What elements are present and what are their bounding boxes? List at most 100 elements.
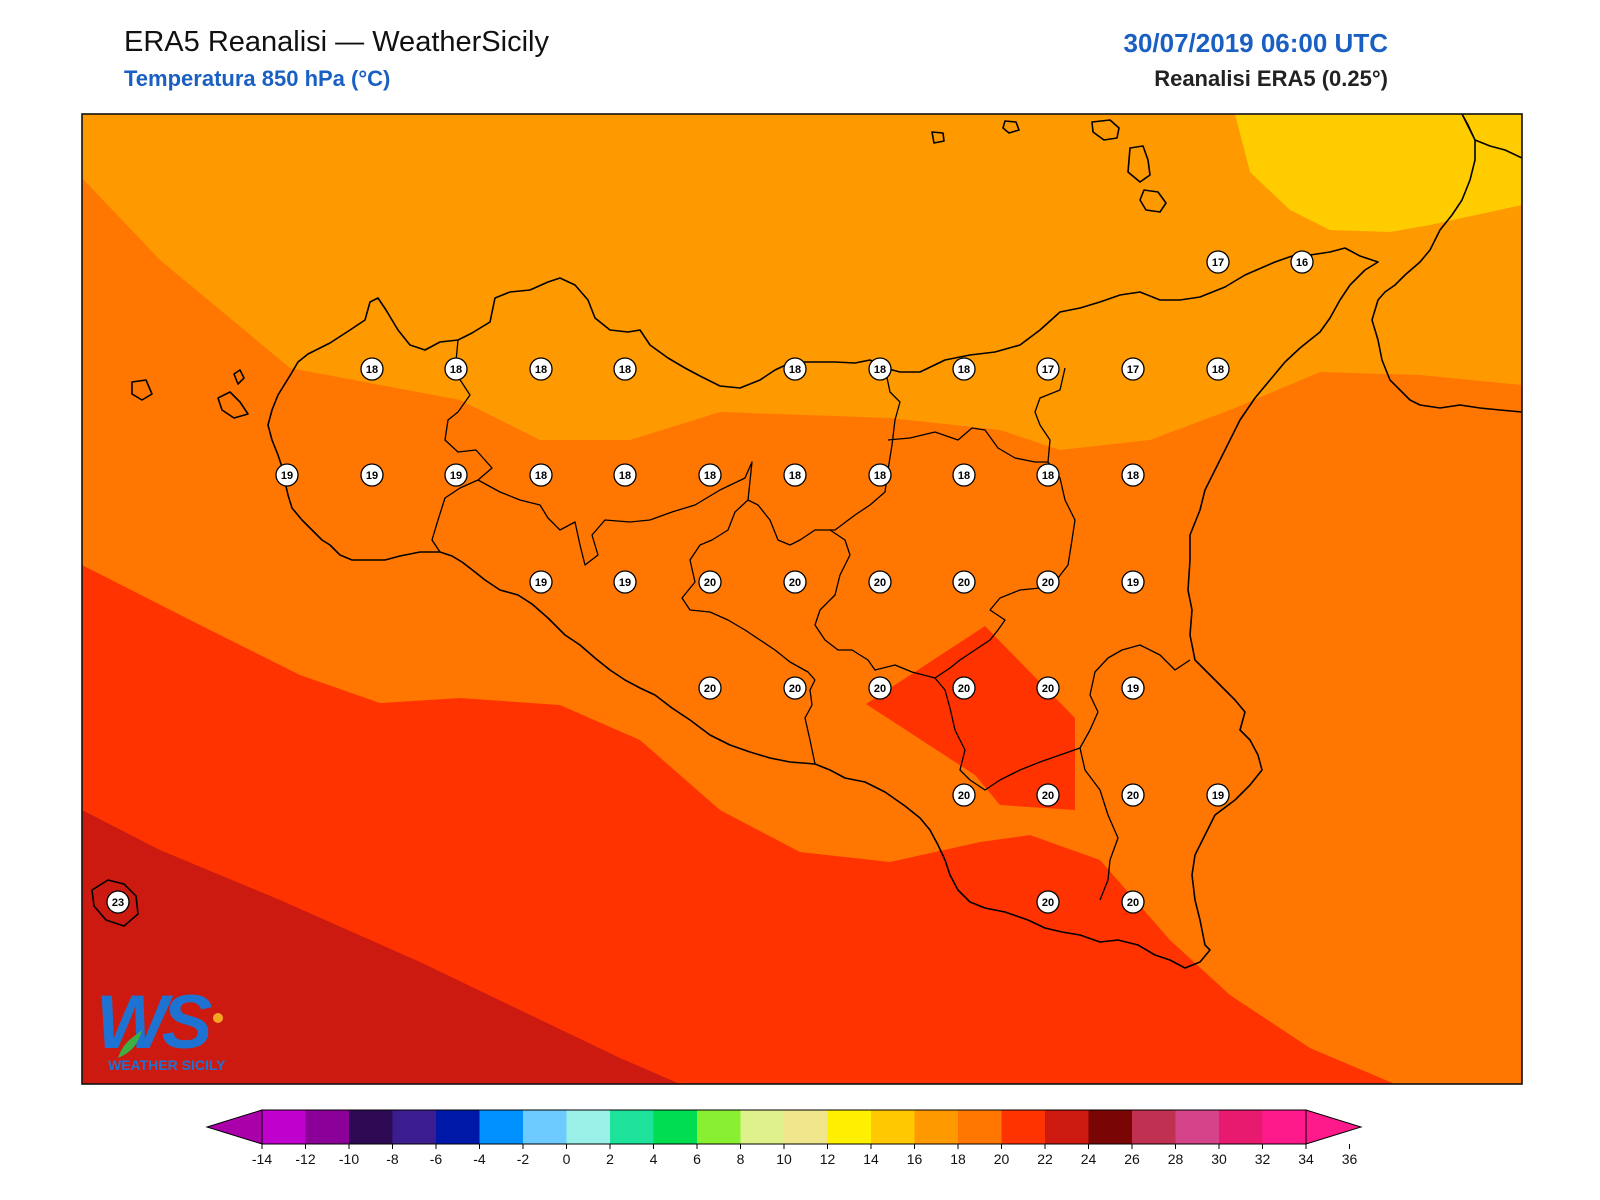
colorbar-tick-label: 2 [606, 1151, 614, 1167]
logo-leaf-icon [118, 1030, 142, 1058]
station-circle [868, 676, 892, 700]
station-circle [952, 357, 976, 381]
island-vulcano [1139, 189, 1167, 213]
colorbar-tick-label: -12 [295, 1151, 315, 1167]
station-value: 18 [789, 364, 801, 376]
band-20-22 [82, 178, 1522, 1084]
station-value: 20 [1042, 577, 1054, 589]
station-circle [1036, 463, 1060, 487]
station-value: 18 [450, 364, 462, 376]
station-value: 20 [874, 577, 886, 589]
colorbar-tick-label: 14 [863, 1151, 879, 1167]
colorbar-tick-label: 16 [907, 1151, 923, 1167]
colorbar-tick-label: 12 [820, 1151, 836, 1167]
station-marker: 18 [360, 357, 384, 381]
island-favignana [217, 391, 249, 419]
colorbar-tick-label: -6 [430, 1151, 443, 1167]
station-circle [1206, 357, 1230, 381]
station-marker: 16 [1290, 250, 1314, 274]
station-circle [952, 463, 976, 487]
station-circle [868, 463, 892, 487]
station-marker: 18 [868, 463, 892, 487]
station-value: 17 [1127, 364, 1139, 376]
border-palermo-caltanissetta [747, 367, 901, 546]
station-marker: 20 [1036, 570, 1060, 594]
colorbar-tick-label: 8 [737, 1151, 745, 1167]
station-value: 20 [958, 683, 970, 695]
station-circle [1121, 463, 1145, 487]
station-circle [529, 357, 553, 381]
station-value: 20 [958, 790, 970, 802]
station-value: 18 [704, 470, 716, 482]
station-marker: 18 [952, 463, 976, 487]
band-22-24 [82, 565, 1395, 1084]
logo-name: WEATHER SICILY [108, 1057, 226, 1073]
station-value: 16 [1296, 257, 1308, 269]
station-value: 20 [874, 683, 886, 695]
station-circle [1036, 676, 1060, 700]
colorbar-segment [523, 1110, 567, 1144]
station-value: 19 [535, 577, 547, 589]
colorbar-segment [1262, 1110, 1307, 1144]
island-salina [1091, 119, 1120, 141]
station-marker: 20 [868, 676, 892, 700]
colorbar-tick-label: -4 [473, 1151, 486, 1167]
station-marker: 18 [868, 357, 892, 381]
station-circle [613, 570, 637, 594]
colorbar-segment [697, 1110, 741, 1144]
station-circle [1121, 890, 1145, 914]
colorbar-segment [740, 1110, 785, 1144]
station-marker: 20 [783, 570, 807, 594]
map-subtitle: Temperatura 850 hPa (°C) [124, 66, 391, 91]
station-marker: 20 [783, 676, 807, 700]
colorbar-tick-label: -10 [339, 1151, 359, 1167]
colorbar-segment [1219, 1110, 1263, 1144]
station-marker: 17 [1206, 250, 1230, 274]
colorbar-segment [610, 1110, 654, 1144]
coastlines [91, 114, 1522, 969]
station-circle [783, 676, 807, 700]
station-marker: 18 [952, 357, 976, 381]
colorbar-tick-label: 10 [776, 1151, 792, 1167]
island-levanzo [233, 369, 245, 385]
station-marker: 18 [529, 463, 553, 487]
colorbar-segment [262, 1110, 306, 1144]
station-value: 19 [1127, 683, 1139, 695]
colorbar-segment [958, 1110, 1002, 1144]
colorbar-tick-label: 18 [950, 1151, 966, 1167]
colorbar-segment [1001, 1110, 1046, 1144]
calabria-coastline [1371, 114, 1522, 413]
station-circle [444, 357, 468, 381]
station-circle [1036, 357, 1060, 381]
colorbar-tick-label: 34 [1298, 1151, 1314, 1167]
station-circle [1121, 783, 1145, 807]
station-circle [1206, 250, 1230, 274]
map-area [82, 114, 1522, 1084]
border-enna-messina [887, 427, 1048, 463]
colorbar-segment [566, 1110, 611, 1144]
station-value: 18 [958, 470, 970, 482]
colorbar-tick-label: 6 [693, 1151, 701, 1167]
station-marker: 18 [783, 357, 807, 381]
station-marker: 19 [1121, 676, 1145, 700]
colorbar-segment [653, 1110, 698, 1144]
station-value: 18 [619, 364, 631, 376]
station-circle [868, 357, 892, 381]
station-circle [1036, 783, 1060, 807]
station-circle [529, 570, 553, 594]
station-value: 17 [1042, 364, 1054, 376]
colorbar-tick-label: 26 [1124, 1151, 1140, 1167]
station-circle [1121, 570, 1145, 594]
colorbar-over-arrow [1305, 1109, 1363, 1145]
station-value: 19 [450, 470, 462, 482]
colorbar-tick-label: -2 [517, 1151, 530, 1167]
colorbar: -14 -12 -10 -8 -6 -4 -2 0 2 4 6 8 10 12 14 16 18 20 22 24 26… [205, 1109, 1363, 1167]
station-value: 18 [619, 470, 631, 482]
station-marker: 17 [1121, 357, 1145, 381]
station-marker: 19 [613, 570, 637, 594]
colorbar-tick-label: 30 [1211, 1151, 1227, 1167]
colorbar-segment [349, 1110, 393, 1144]
station-marker: 19 [444, 463, 468, 487]
station-value: 18 [789, 470, 801, 482]
